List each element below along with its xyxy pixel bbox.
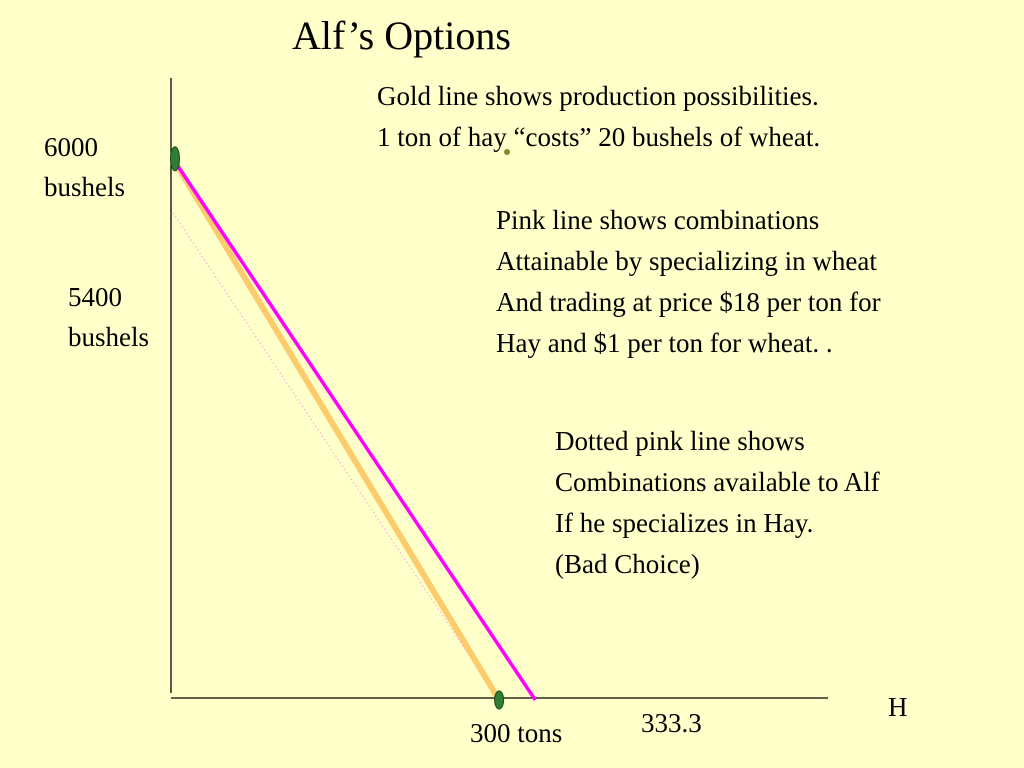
x-label-333: 333.3 xyxy=(641,708,702,738)
dotted-note-line-1: Dotted pink line shows xyxy=(555,426,805,456)
hay-intercept-marker xyxy=(494,690,505,710)
dotted-line-note: Dotted pink line shows Combinations avai… xyxy=(555,421,880,585)
y-label-5400: 5400 bushels xyxy=(68,277,149,357)
gold-note-line-1: Gold line shows production possibilities… xyxy=(377,81,819,111)
stray-dot xyxy=(504,149,510,155)
pink-line-note: Pink line shows combinations Attainable … xyxy=(496,200,881,364)
dotted-note-line-4: (Bad Choice) xyxy=(555,549,700,579)
gold-note-line-2: 1 ton of hay “costs” 20 bushels of wheat… xyxy=(377,122,821,152)
y-label-6000-value: 6000 xyxy=(44,132,98,162)
dotted-pink-line xyxy=(172,212,500,701)
pink-note-line-4: Hay and $1 per ton for wheat. . xyxy=(496,328,833,358)
pink-note-line-1: Pink line shows combinations xyxy=(496,205,820,235)
y-label-5400-value: 5400 xyxy=(68,282,122,312)
dotted-note-line-3: If he specializes in Hay. xyxy=(555,508,814,538)
dotted-note-line-2: Combinations available to Alf xyxy=(555,467,880,497)
pink-note-line-2: Attainable by specializing in wheat xyxy=(496,246,877,276)
gold-production-line xyxy=(170,157,502,702)
page-title: Alf’s Options xyxy=(292,13,511,58)
y-label-6000: 6000 bushels xyxy=(44,127,125,207)
y-label-5400-unit: bushels xyxy=(68,322,149,352)
x-axis-name: H xyxy=(888,692,908,722)
y-label-6000-unit: bushels xyxy=(44,172,125,202)
pink-note-line-3: And trading at price $18 per ton for xyxy=(496,287,881,317)
x-label-300-tons: 300 tons xyxy=(470,718,563,748)
wheat-intercept-marker xyxy=(170,146,180,172)
pink-trade-line xyxy=(171,157,537,701)
gold-line-note: Gold line shows production possibilities… xyxy=(377,76,820,158)
